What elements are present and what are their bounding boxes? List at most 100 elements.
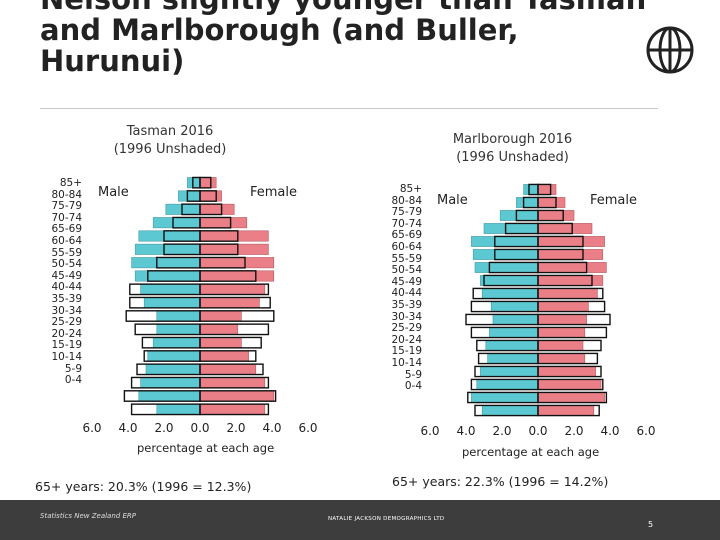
marlborough-x-ticks: 6.0 4.0 2.0 0.0 2.0 4.0 6.0: [430, 424, 646, 440]
title-line-3: Hurunui): [40, 46, 640, 77]
female-2016-bar-35-39: [200, 311, 241, 321]
male-2016-bar-85+: [524, 184, 538, 194]
age-label: 60-64: [368, 242, 422, 254]
male-2016-bar-65-69: [139, 231, 200, 241]
female-2016-bar-70-74: [200, 217, 247, 227]
male-2016-bar-35-39: [493, 314, 538, 324]
female-2016-bar-25-29: [538, 340, 583, 350]
female-2016-bar-75-79: [200, 204, 234, 214]
age-label: 85+: [30, 178, 82, 190]
tasman-summary: 65+ years: 20.3% (1996 = 12.3%): [35, 479, 251, 494]
age-label: 85+: [368, 184, 422, 196]
tasman-x-ticks: 6.0 4.0 2.0 0.0 2.0 4.0 6.0: [92, 421, 308, 437]
male-2016-bar-70-74: [484, 223, 538, 233]
male-2016-bar-50-54: [480, 275, 538, 285]
female-2016-bar-40-44: [538, 301, 588, 311]
female-2016-bar-50-54: [200, 271, 274, 281]
male-2016-bar-55-59: [132, 257, 200, 267]
x-tick-label: 0.0: [190, 421, 209, 435]
x-tick-label: 2.0: [492, 424, 511, 438]
male-2016-bar-55-59: [475, 262, 538, 272]
female-2016-bar-85+: [200, 177, 216, 187]
page-number: 5: [648, 520, 653, 529]
female-2016-bar-60-64: [538, 249, 603, 259]
male-2016-bar-80-84: [516, 197, 538, 207]
age-label: 10-14: [368, 358, 422, 370]
age-label: 10-14: [30, 352, 82, 364]
female-2016-bar-75-79: [538, 210, 574, 220]
footer-author: NATALIE JACKSON DEMOGRAPHICS LTD: [328, 516, 444, 522]
female-2016-bar-50-54: [538, 275, 603, 285]
footer-source: Statistics New Zealand ERP: [40, 512, 136, 520]
age-label: 50-54: [30, 259, 82, 271]
female-2016-bar-45-49: [538, 288, 597, 298]
male-2016-bar-70-74: [153, 217, 200, 227]
male-2016-bar-25-29: [153, 337, 200, 347]
male-2016-bar-60-64: [473, 249, 538, 259]
male-2016-bar-20-24: [148, 351, 200, 361]
tasman-title: Tasman 2016: [95, 123, 245, 141]
male-2016-bar-60-64: [135, 244, 200, 254]
male-2016-bar-10-14: [141, 377, 200, 387]
male-2016-bar-0-4: [482, 405, 538, 415]
title-line-2: and Marlborough (and Buller,: [40, 15, 640, 46]
age-label: 35-39: [30, 294, 82, 306]
x-tick-label: 2.0: [154, 421, 173, 435]
male-2016-bar-45-49: [482, 288, 538, 298]
male-2016-bar-30-34: [157, 324, 200, 334]
male-2016-bar-40-44: [491, 301, 538, 311]
x-tick-label: 2.0: [226, 421, 245, 435]
female-2016-bar-25-29: [200, 337, 241, 347]
x-tick-label: 4.0: [118, 421, 137, 435]
marlborough-chart-title: Marlborough 2016 (1996 Unshaded): [430, 131, 595, 167]
male-2016-bar-15-19: [480, 366, 538, 376]
female-2016-bar-55-59: [538, 262, 606, 272]
x-tick-label: 0.0: [528, 424, 547, 438]
female-2016-bar-60-64: [200, 244, 268, 254]
age-label: 25-29: [30, 317, 82, 329]
male-2016-bar-5-9: [139, 391, 200, 401]
male-2016-bar-20-24: [488, 353, 538, 363]
female-2016-bar-45-49: [200, 284, 265, 294]
marlborough-subtitle: (1996 Unshaded): [430, 149, 595, 167]
x-tick-label: 6.0: [82, 421, 101, 435]
male-2016-bar-25-29: [486, 340, 538, 350]
female-2016-bar-0-4: [538, 405, 594, 415]
female-2016-bar-80-84: [200, 191, 222, 201]
age-label: 50-54: [368, 265, 422, 277]
x-tick-label: 4.0: [600, 424, 619, 438]
tasman-x-label: percentage at each age: [137, 441, 274, 455]
male-2016-bar-5-9: [471, 392, 538, 402]
female-2016-bar-85+: [538, 184, 556, 194]
female-2016-bar-65-69: [538, 236, 605, 246]
male-2016-bar-75-79: [500, 210, 538, 220]
age-label: 0-4: [30, 375, 82, 387]
female-2016-bar-5-9: [538, 392, 605, 402]
x-tick-label: 6.0: [420, 424, 439, 438]
female-2016-bar-65-69: [200, 231, 268, 241]
female-2016-bar-5-9: [200, 391, 274, 401]
x-tick-label: 6.0: [298, 421, 317, 435]
male-2016-bar-80-84: [178, 191, 200, 201]
female-2016-bar-55-59: [200, 257, 274, 267]
female-2016-bar-40-44: [200, 297, 259, 307]
female-2016-bar-30-34: [200, 324, 238, 334]
x-tick-label: 6.0: [636, 424, 655, 438]
female-2016-bar-10-14: [200, 377, 265, 387]
female-2016-bar-30-34: [538, 327, 585, 337]
male-2016-bar-50-54: [135, 271, 200, 281]
male-2016-bar-45-49: [141, 284, 200, 294]
female-2016-bar-15-19: [538, 366, 596, 376]
age-label: 0-4: [368, 381, 422, 393]
marlborough-title: Marlborough 2016: [430, 131, 595, 149]
globe-icon: [640, 20, 700, 80]
male-2016-bar-75-79: [166, 204, 200, 214]
x-tick-label: 4.0: [262, 421, 281, 435]
x-tick-label: 4.0: [456, 424, 475, 438]
tasman-chart-title: Tasman 2016 (1996 Unshaded): [95, 123, 245, 159]
male-2016-bar-40-44: [144, 297, 200, 307]
female-2016-bar-10-14: [538, 379, 601, 389]
tasman-age-labels: 85+ 80-84 75-79 70-74 65-69 60-64 55-59 50-54 45…: [30, 178, 82, 387]
female-2016-bar-20-24: [200, 351, 249, 361]
female-2016-bar-80-84: [538, 197, 565, 207]
